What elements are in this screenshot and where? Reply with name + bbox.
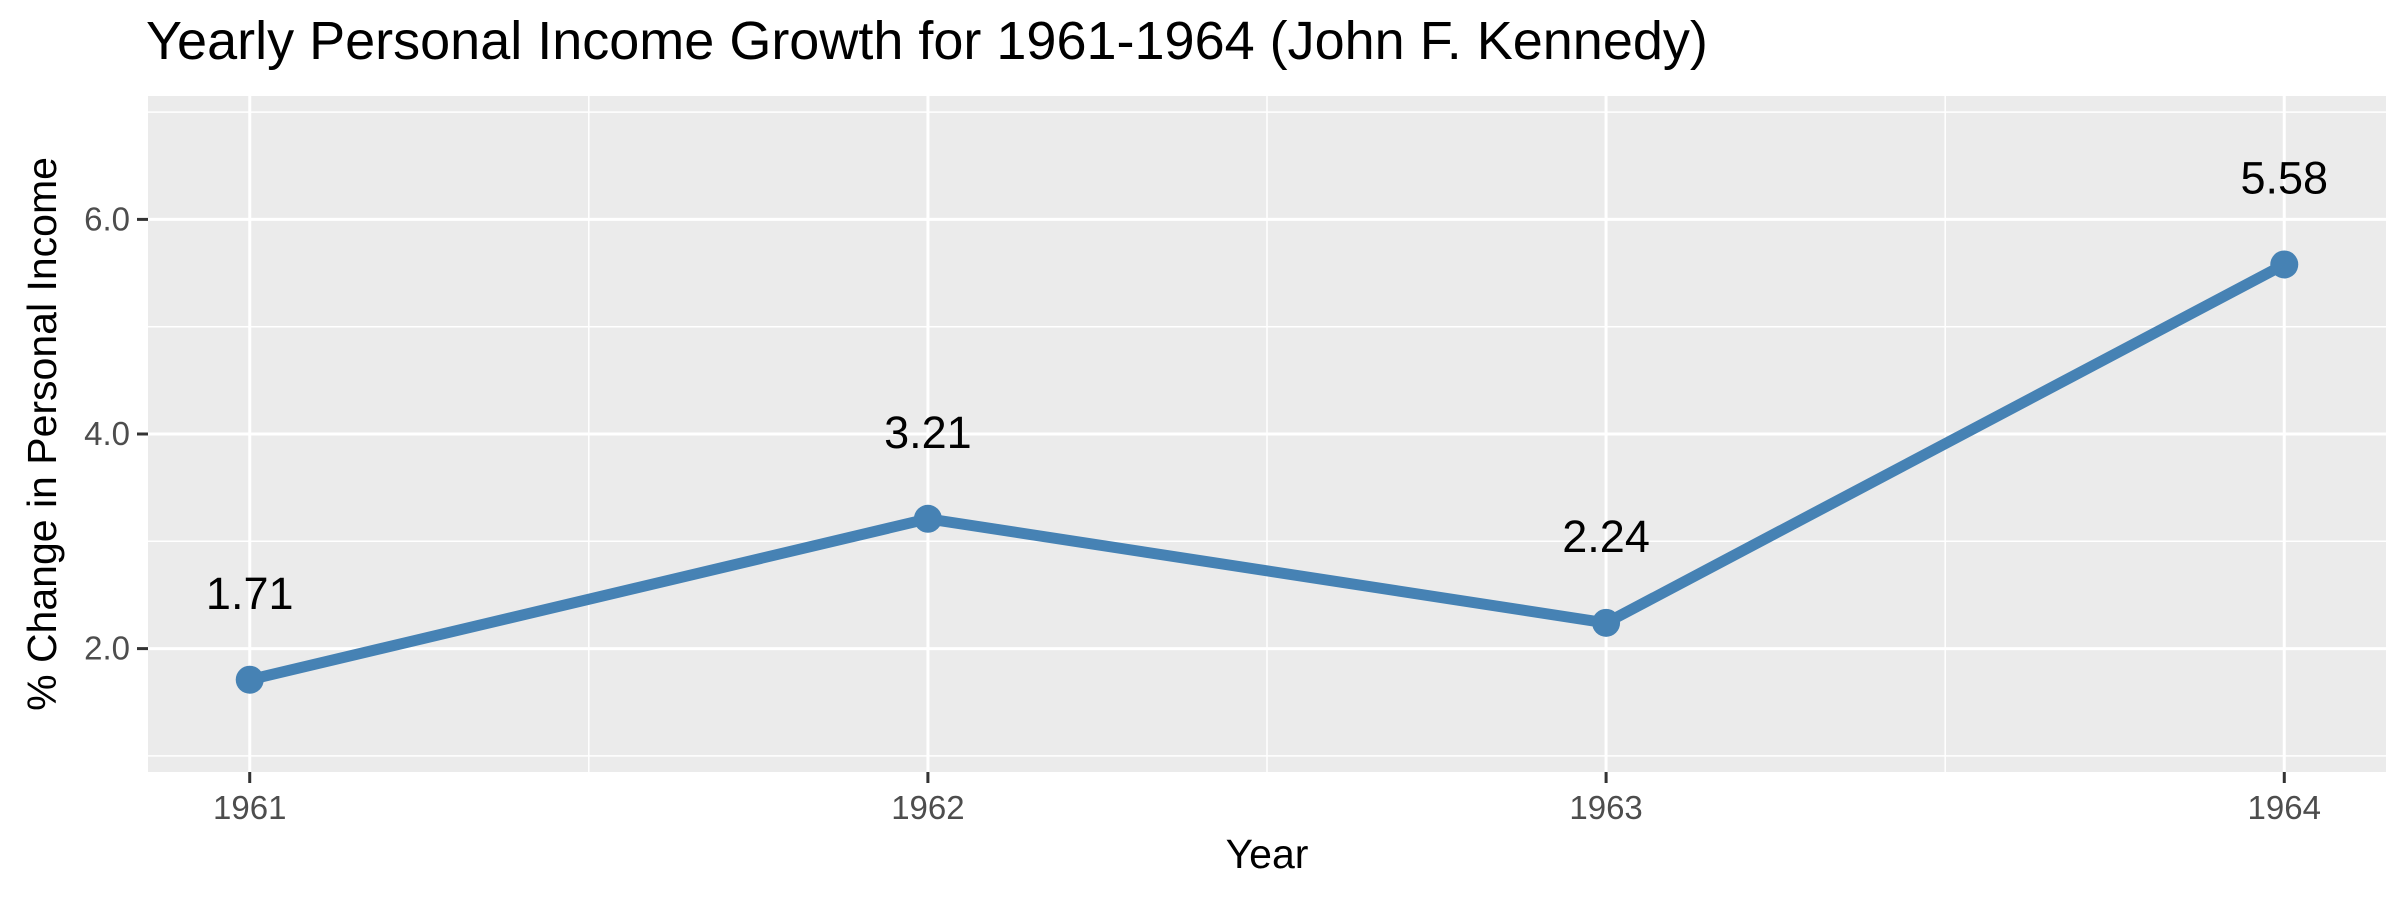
data-point xyxy=(1592,608,1621,637)
data-point xyxy=(913,504,942,533)
series-layer xyxy=(235,250,2299,694)
y-tick-label: 2.0 xyxy=(84,630,130,667)
x-tick-label: 1963 xyxy=(1569,789,1642,826)
data-label: 5.58 xyxy=(2240,153,2328,204)
y-tick-label: 6.0 xyxy=(84,200,130,237)
data-point xyxy=(235,665,264,694)
chart-title: Yearly Personal Income Growth for 1961-1… xyxy=(146,11,1708,71)
y-axis: 2.0 4.0 6.0 xyxy=(84,200,148,667)
y-axis-title: % Change in Personal Income xyxy=(19,157,65,711)
series-line xyxy=(248,259,2287,686)
data-label: 2.24 xyxy=(1562,511,1650,562)
x-tick-label: 1964 xyxy=(2248,789,2321,826)
x-axis: 1961 1962 1963 1964 xyxy=(213,772,2321,826)
x-axis-title: Year xyxy=(1226,831,1309,877)
data-label: 1.71 xyxy=(206,568,294,619)
data-label: 3.21 xyxy=(884,407,972,458)
x-tick-label: 1961 xyxy=(213,789,286,826)
y-tick-label: 4.0 xyxy=(84,415,130,452)
major-gridlines xyxy=(148,96,2386,772)
data-labels: 1.71 3.21 2.24 5.58 xyxy=(206,153,2328,619)
data-point xyxy=(2270,250,2299,279)
x-tick-label: 1962 xyxy=(891,789,964,826)
